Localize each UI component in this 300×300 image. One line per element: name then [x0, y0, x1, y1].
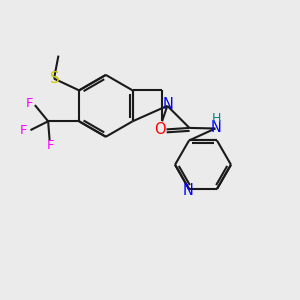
Text: H: H: [212, 112, 221, 125]
Text: O: O: [154, 122, 166, 137]
Text: N: N: [162, 98, 173, 112]
Text: N: N: [183, 183, 194, 198]
Text: F: F: [26, 97, 33, 110]
Text: N: N: [211, 120, 222, 135]
Text: F: F: [46, 139, 54, 152]
Text: S: S: [50, 71, 60, 86]
Text: F: F: [20, 124, 28, 137]
